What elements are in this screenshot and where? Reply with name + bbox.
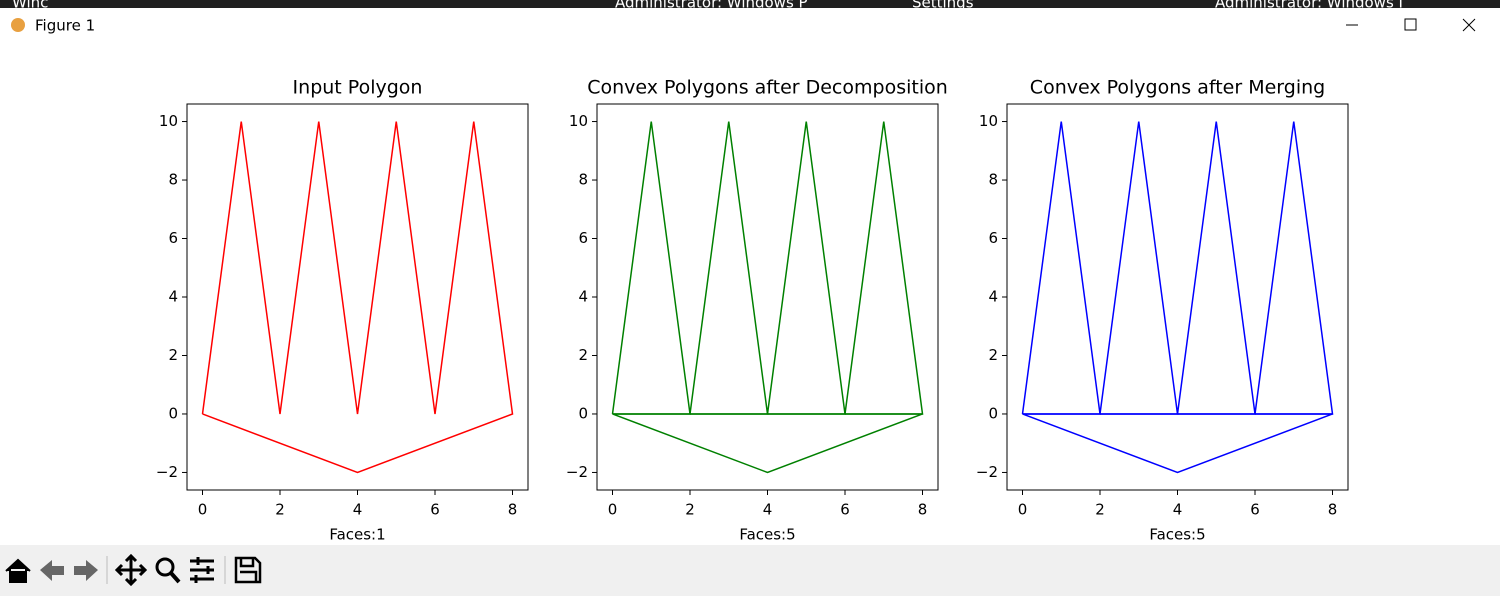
- x-tick-label: 2: [685, 501, 695, 519]
- x-tick-label: 6: [840, 501, 850, 519]
- y-tick-label: 2: [168, 346, 178, 364]
- app-icon: [11, 18, 25, 32]
- x-tick-label: 4: [1173, 501, 1183, 519]
- y-tick-label: 0: [168, 404, 178, 422]
- save-button[interactable]: [234, 556, 262, 584]
- axes-frame: [186, 103, 529, 491]
- forward-button[interactable]: [74, 560, 98, 581]
- y-tick-label: 0: [578, 404, 588, 422]
- x-tick-label: 4: [353, 501, 363, 519]
- y-tick-label: 6: [168, 229, 178, 247]
- x-axis-label: Faces:5: [1149, 526, 1205, 544]
- maximize-button[interactable]: [1404, 18, 1417, 31]
- taskbar: [0, 0, 1500, 8]
- chart-title: Convex Polygons after Decomposition: [587, 77, 948, 99]
- back-button[interactable]: [40, 560, 64, 581]
- polygon-line: [201, 121, 514, 474]
- x-tick-label: 8: [508, 501, 518, 519]
- y-tick-label: 6: [578, 229, 588, 247]
- axes-frame: [596, 103, 939, 491]
- y-tick-label: 8: [168, 171, 178, 189]
- zoom-handle: [169, 571, 181, 584]
- x-tick-label: 0: [608, 501, 618, 519]
- y-tick-label: 4: [988, 288, 998, 306]
- y-tick-label: 0: [988, 404, 998, 422]
- taskbar-tab[interactable]: Administrator: Windows I: [1215, 0, 1403, 12]
- x-tick-label: 2: [275, 501, 285, 519]
- polygon-line: [612, 413, 923, 474]
- y-tick-label: −2: [156, 463, 178, 481]
- taskbar-tab[interactable]: Administrator: Windows P: [615, 0, 808, 12]
- y-tick-label: 8: [578, 171, 588, 189]
- x-tick-label: 4: [763, 501, 773, 519]
- y-tick-label: 4: [168, 288, 178, 306]
- taskbar-tab[interactable]: Settings: [912, 0, 974, 12]
- y-tick-label: 4: [578, 288, 588, 306]
- x-tick-label: 6: [430, 501, 440, 519]
- pan-button[interactable]: [114, 553, 148, 587]
- y-tick-label: −2: [976, 463, 998, 481]
- y-tick-label: 2: [988, 346, 998, 364]
- close-button[interactable]: [1462, 18, 1476, 32]
- x-tick-label: 6: [1250, 501, 1260, 519]
- y-tick-label: 6: [988, 229, 998, 247]
- home-button[interactable]: [5, 558, 31, 583]
- zoom-button[interactable]: [155, 557, 175, 577]
- x-tick-label: 0: [1018, 501, 1028, 519]
- x-tick-label: 0: [198, 501, 208, 519]
- y-tick-label: 2: [578, 346, 588, 364]
- x-tick-label: 8: [1328, 501, 1338, 519]
- x-axis-label: Faces:1: [329, 526, 385, 544]
- y-tick-label: 10: [979, 112, 998, 130]
- x-axis-label: Faces:5: [739, 526, 795, 544]
- toolbar: [0, 545, 1500, 596]
- y-tick-label: 8: [988, 171, 998, 189]
- y-tick-label: −2: [566, 463, 588, 481]
- x-tick-label: 8: [918, 501, 928, 519]
- chart-title: Convex Polygons after Merging: [1030, 77, 1325, 99]
- y-tick-label: 10: [159, 112, 178, 130]
- y-tick-label: 10: [569, 112, 588, 130]
- taskbar-tab[interactable]: Winc: [12, 0, 48, 12]
- configure-button[interactable]: [190, 557, 214, 583]
- polygon-line: [1022, 413, 1333, 474]
- x-tick-label: 2: [1095, 501, 1105, 519]
- chart-title: Input Polygon: [293, 77, 423, 99]
- window-title: Figure 1: [35, 17, 95, 35]
- axes-frame: [1006, 103, 1349, 491]
